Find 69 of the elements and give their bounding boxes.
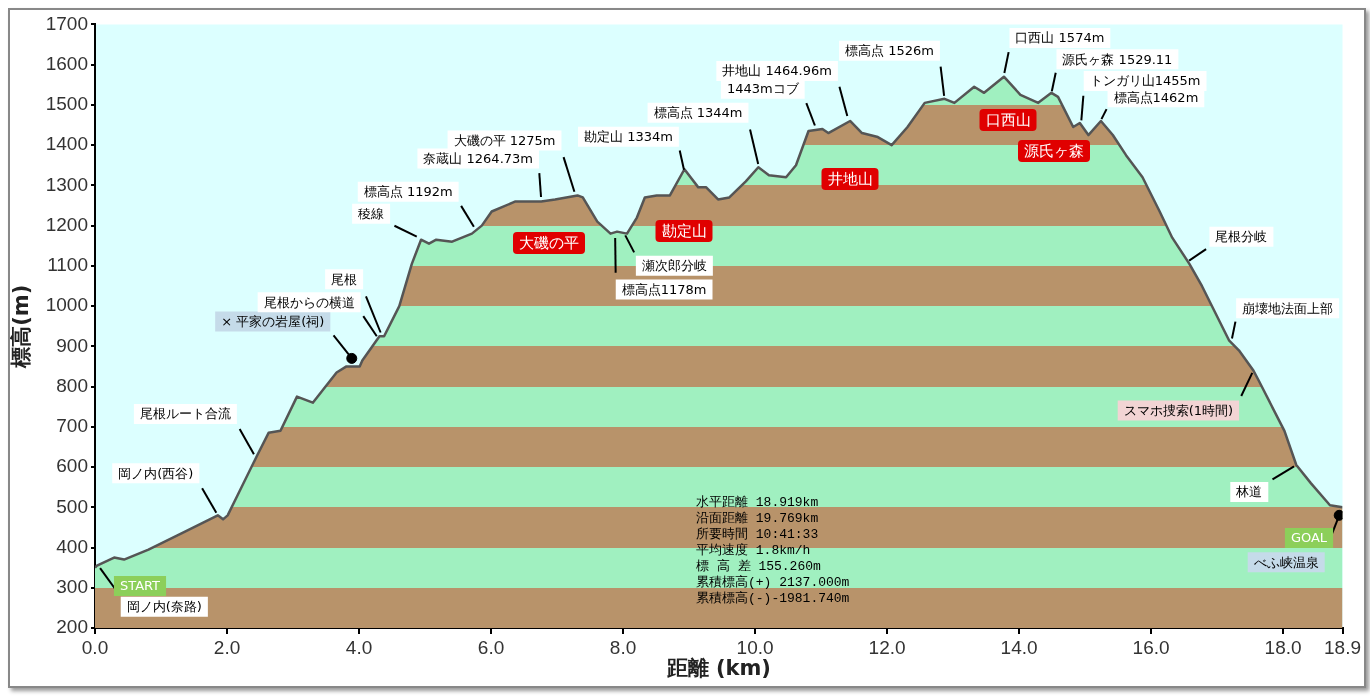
annotation: 井地山 — [827, 169, 873, 188]
x-tick-label: 12.0 — [868, 636, 906, 658]
annotation: 岡ノ内(西谷) — [118, 465, 194, 481]
annotation: 累積標高(+) 2137.000m — [696, 574, 850, 591]
x-tick-label: 14.0 — [1000, 636, 1038, 658]
y-tick-label: 1100 — [47, 254, 88, 276]
annotation: 源氏ヶ森 — [1024, 141, 1084, 160]
annotation: 所要時間 10:41:33 — [696, 527, 819, 543]
y-tick-label: 1500 — [45, 93, 88, 115]
annotation: 標高点 1344m — [653, 105, 743, 121]
y-tick-label: 1600 — [45, 52, 88, 74]
x-axis-title: 距離 (km) — [665, 655, 771, 680]
annotation: 崩壊地法面上部 — [1242, 300, 1334, 316]
y-tick-label: 1000 — [45, 294, 88, 316]
x-tick-label: 6.0 — [477, 636, 505, 658]
annotation: 瀬次郎分岐 — [641, 258, 707, 274]
y-tick-label: 600 — [56, 455, 88, 477]
annotation: 平均速度 1.8km/h — [696, 542, 811, 559]
annotation: GOAL — [1290, 530, 1328, 546]
y-axis-title: 標高(m) — [9, 284, 34, 369]
annotation: 大磯の平 — [519, 233, 579, 252]
y-tick-label: 800 — [56, 374, 88, 396]
annotation: × 平家の岩屋(祠) — [221, 313, 325, 329]
annotation: 稜線 — [358, 206, 385, 222]
annotation: 口西山 — [985, 110, 1031, 129]
annotation: 岡ノ内(奈路) — [126, 599, 202, 614]
annotation: 沿面距離 19.769km — [696, 511, 819, 527]
annotation: 源氏ヶ森 1529.11 — [1062, 51, 1173, 67]
annotation: 水平距離 18.919km — [696, 495, 819, 511]
y-tick-label: 1300 — [45, 173, 88, 195]
x-tick-label: 4.0 — [345, 636, 373, 658]
y-tick-label: 300 — [56, 575, 88, 597]
x-tick-label: 10.0 — [736, 636, 774, 658]
y-tick-label: 1700 — [45, 12, 88, 34]
annotation: 尾根分岐 — [1215, 229, 1268, 245]
annotation: 1443mコブ — [726, 81, 800, 97]
annotation: べふ峡温泉 — [1253, 554, 1319, 570]
annotation: 尾根からの横道 — [263, 294, 355, 310]
x-tick-label: 2.0 — [213, 636, 241, 658]
y-tick-label: 1200 — [45, 213, 88, 235]
x-tick-label: 0.0 — [81, 636, 109, 658]
annotation: 林道 — [1235, 484, 1263, 500]
y-tick-label: 500 — [56, 495, 88, 517]
annotation: トンガリ山1455m — [1089, 73, 1201, 89]
annotation: スマホ捜索(1時間) — [1123, 402, 1234, 418]
x-tick-label: 16.0 — [1132, 636, 1170, 658]
annotation: 井地山 1464.96m — [722, 63, 832, 79]
x-tick-label: 8.0 — [609, 636, 637, 658]
y-tick-label: 400 — [56, 535, 88, 557]
annotation: 勘定山 1334m — [583, 129, 673, 145]
annotation: 標高点 1192m — [363, 184, 453, 200]
y-tick-label: 200 — [56, 616, 88, 638]
annotation: 大磯の平 1275m — [453, 132, 556, 148]
y-tick-label: 700 — [56, 415, 88, 437]
annotation: 標 高 差 155.260m — [696, 558, 822, 575]
annotation: 尾根 — [331, 271, 358, 287]
annotation: 標高点1462m — [1113, 89, 1199, 105]
annotation: START — [119, 578, 161, 594]
x-tick-label: 18.9 — [1324, 636, 1361, 658]
annotation: 勘定山 — [661, 221, 707, 240]
annotation: 標高点1178m — [621, 281, 707, 297]
annotation: 奈蔵山 1264.73m — [423, 150, 533, 166]
annotation: 標高点 1526m — [845, 43, 934, 59]
y-tick-label: 1400 — [45, 133, 88, 155]
y-tick-label: 900 — [56, 334, 88, 356]
annotation: 尾根ルート合流 — [139, 406, 231, 422]
annotation: 口西山 1574m — [1015, 30, 1105, 46]
x-tick-label: 18.0 — [1264, 636, 1302, 658]
annotation: 累積標高(-)-1981.740m — [696, 590, 850, 607]
